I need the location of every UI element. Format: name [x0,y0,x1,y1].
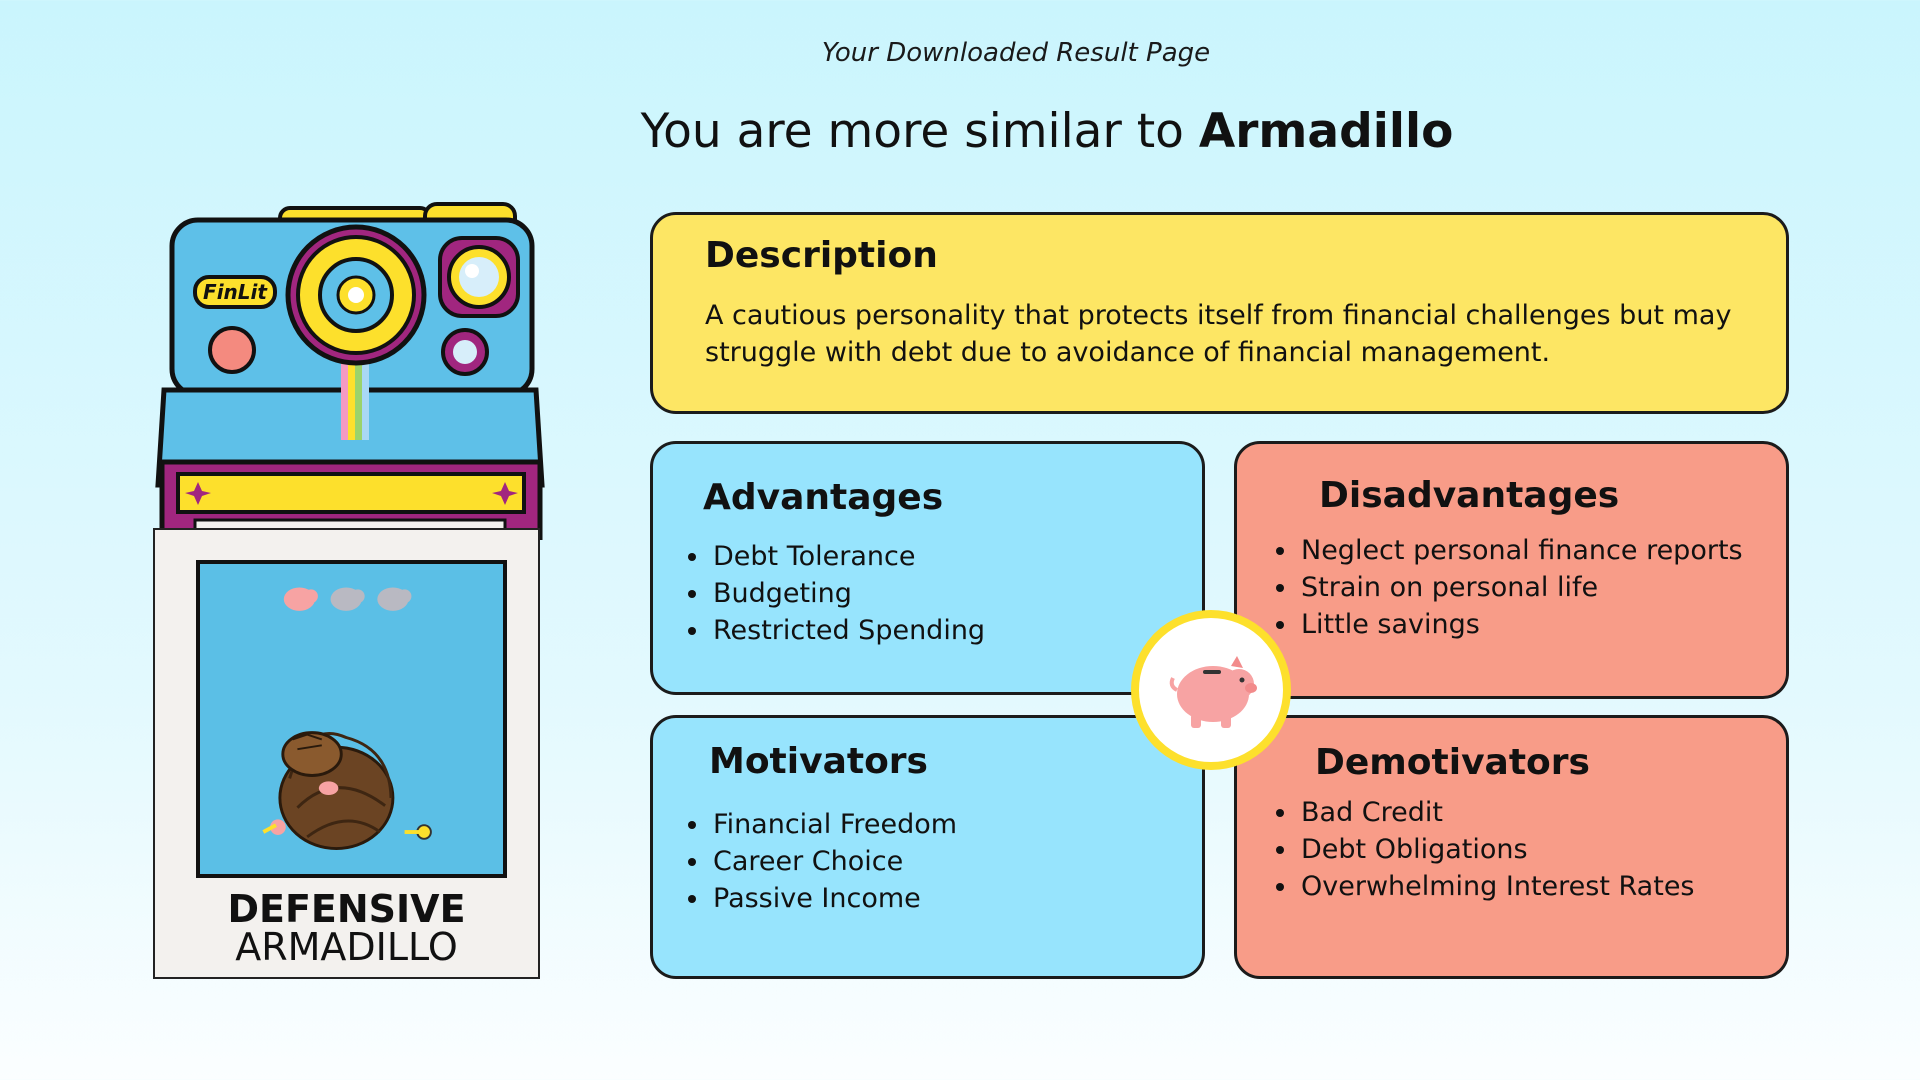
list-item: Little savings [1299,606,1743,643]
motivators-title: Motivators [709,741,928,782]
armadillo-icon [196,560,507,878]
piggy-rating [283,587,412,611]
description-panel: Description A cautious personality that … [650,212,1789,414]
result-card: DEFENSIVE ARMADILLO [153,528,540,979]
card-title-animal: ARMADILLO [235,925,458,969]
list-item: Neglect personal finance reports [1299,532,1743,569]
piggy-rating-icon [283,587,318,611]
description-text: A cautious personality that protects its… [705,300,1732,368]
description-title: Description [705,235,938,276]
list-item: Debt Obligations [1299,831,1695,868]
advantages-panel: Advantages Debt Tolerance Budgeting Rest… [650,441,1205,695]
list-item: Budgeting [711,575,985,612]
list-item: Career Choice [711,843,957,880]
piggy-bank-icon [1131,610,1291,770]
camera-brand-label: FinLit [203,280,268,304]
disadvantages-title: Disadvantages [1319,475,1620,516]
advantages-title: Advantages [703,477,944,518]
list-item: Bad Credit [1299,794,1695,831]
instant-camera-icon: FinLit [150,200,550,540]
list-item: Passive Income [711,880,957,917]
piggy-rating-icon [377,587,412,611]
list-item: Financial Freedom [711,806,957,843]
card-title-trait: DEFENSIVE [227,887,466,931]
page-headline: You are more similar to Armadillo [0,104,1920,159]
piggy-rating-icon [330,587,365,611]
headline-animal: Armadillo [1198,104,1454,159]
disadvantages-panel: Disadvantages Neglect personal finance r… [1234,441,1789,699]
headline-prefix: You are more similar to [640,104,1184,159]
demotivators-title: Demotivators [1315,742,1590,783]
list-item: Restricted Spending [711,612,985,649]
motivators-list: Financial Freedom Career Choice Passive … [681,806,957,917]
disadvantages-list: Neglect personal finance reports Strain … [1269,532,1743,643]
demotivators-list: Bad Credit Debt Obligations Overwhelming… [1269,794,1695,905]
advantages-list: Debt Tolerance Budgeting Restricted Spen… [681,538,985,649]
page-subtitle: Your Downloaded Result Page [821,38,1211,68]
list-item: Strain on personal life [1299,569,1743,606]
list-item: Overwhelming Interest Rates [1299,868,1695,905]
demotivators-panel: Demotivators Bad Credit Debt Obligations… [1234,715,1789,979]
list-item: Debt Tolerance [711,538,985,575]
motivators-panel: Motivators Financial Freedom Career Choi… [650,715,1205,979]
